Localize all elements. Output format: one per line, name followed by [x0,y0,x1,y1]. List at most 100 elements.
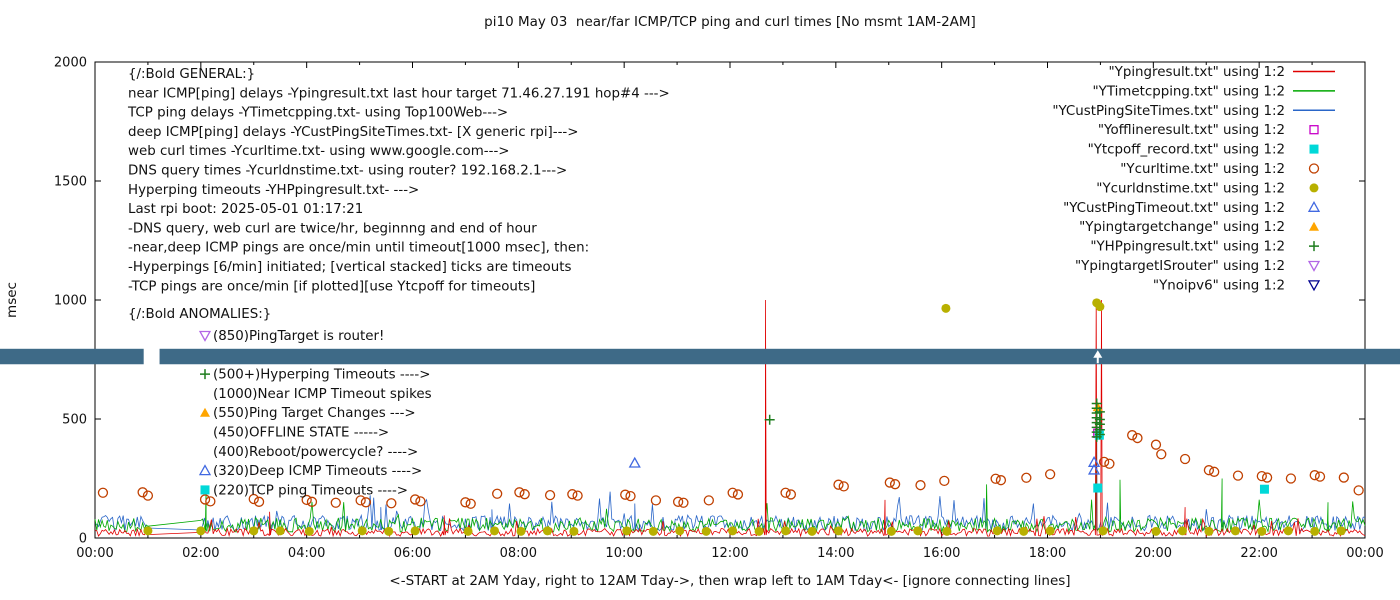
marker-plus-icon [200,369,210,380]
marker-circle-open-icon [995,475,1007,486]
marker-plus-icon [1309,241,1319,252]
marker-circle-filled-icon [196,526,206,536]
marker-circle-open-icon [519,489,530,500]
anomaly-line: (850)PingTarget is router! [213,329,384,344]
marker-circle-open-icon [672,496,684,507]
marker-circle-open-icon [1338,472,1349,483]
general-annotation-line: -Hyperpings [6/min] initiated; [vertical… [128,260,571,275]
marker-circle-open-icon [199,494,211,505]
marker-circle-open-icon [833,479,844,490]
legend-label: "YpingtargetISrouter" using 1:2 [1075,259,1285,274]
marker-circle-open-icon [1309,470,1320,481]
x-tick-label: 16:00 [923,546,960,561]
marker-circle-open-icon [1044,469,1056,480]
marker-circle-open-icon [620,489,631,500]
marker-circle-open-icon [1127,430,1138,441]
y-tick-label: 2000 [54,56,87,71]
marker-circle-open-icon [386,498,397,509]
y-tick-label: 1500 [54,175,87,190]
x-tick-label: 20:00 [1135,546,1172,561]
anomaly-line: (220)TCP ping Timeouts ----> [213,483,408,498]
legend-label: "YCustPingSiteTimes.txt" using 1:2 [1052,104,1285,119]
marker-circle-open-icon [1256,470,1267,482]
marker-circle-filled-icon [1019,526,1029,536]
marker-circle-open-icon [1098,456,1110,467]
marker-circle-open-icon [409,494,421,505]
marker-circle-filled-icon [942,526,952,536]
marker-triangle-down-open-icon [1307,280,1321,292]
x-tick-label: 22:00 [1240,546,1277,561]
marker-circle-filled-icon [622,526,632,536]
general-annotation-line: {/:Bold GENERAL:} [128,67,255,82]
marker-circle-open-icon [301,494,312,506]
marker-circle-open-icon [889,479,901,490]
marker-circle-open-icon [330,497,341,508]
series-YCustPingTimeout.txt [628,455,1101,475]
y-axis-label: msec [4,282,20,318]
marker-circle-filled-icon [913,526,923,536]
marker-triangle-up-filled-icon [1309,221,1319,231]
marker-circle-filled-icon [648,526,658,536]
marker-circle-open-icon [1156,449,1167,460]
marker-circle-open-icon [1132,432,1143,444]
marker-circle-open-icon [572,490,583,501]
general-annotation-line: deep ICMP[ping] delays -YCustPingSiteTim… [128,125,579,140]
marker-circle-open-icon [1314,471,1326,482]
marker-circle-open-icon [514,487,525,498]
marker-triangle-up-open-icon [1087,463,1101,475]
anomaly-line: (450)OFFLINE STATE -----> [213,426,389,441]
general-annotation-line: web curl times -Ycurltime.txt- using www… [128,144,510,159]
marker-circle-open-icon [625,490,636,502]
general-annotation-line: near ICMP[ping] delays -Ypingresult.txt … [128,86,670,101]
axes: 00:00 02:00 04:00 06:00 08:00 10:00 12:00 14:00… [54,56,1384,562]
x-tick-label: 02:00 [182,546,219,561]
marker-circle-open-icon [785,489,797,500]
marker-circle-filled-icon [754,526,764,536]
anomaly-line: (320)Deep ICMP Timeouts ----> [213,464,422,479]
up-arrow-icon [1093,350,1103,358]
marker-circle-filled-icon [490,526,500,536]
marker-circle-filled-icon [542,526,552,536]
marker-circle-open-icon [915,480,926,491]
marker-plus-icon [764,414,775,425]
anomaly-line: (1000)Near ICMP Timeout spikes [213,387,432,402]
marker-circle-open-icon [1261,472,1273,483]
legend-label: "Ytcpoff_record.txt" using 1:2 [1088,143,1285,158]
marker-circle-filled-icon [1095,302,1105,312]
marker-circle-filled-icon [143,526,153,536]
marker-circle-filled-icon [463,526,473,536]
marker-square-filled-icon [1093,483,1103,493]
marker-circle-open-icon [1179,453,1191,465]
marker-triangle-up-filled-icon [200,407,210,417]
marker-circle-open-icon [142,490,154,501]
marker-circle-open-icon [137,487,148,498]
x-tick-label: 12:00 [711,546,748,561]
marker-circle-open-icon [678,497,689,508]
marker-circle-filled-icon [249,526,259,536]
marker-circle-open-icon [732,489,744,500]
legend: "Ypingresult.txt" using 1:2 "YTimetcpping… [1052,65,1335,293]
plot-area: 00:00 02:00 04:00 06:00 08:00 10:00 12:00 14:00… [0,56,1400,562]
marker-circle-filled-icon [275,526,285,536]
marker-circle-open-icon [355,495,366,506]
marker-circle-filled-icon [1257,526,1267,536]
marker-triangle-up-open-icon [198,464,212,476]
x-tick-label: 10:00 [605,546,642,561]
marker-circle-filled-icon [1283,526,1293,536]
marker-circle-filled-icon [992,526,1002,536]
noipv6-band [0,348,1400,365]
marker-circle-open-icon [544,490,556,501]
marker-circle-filled-icon [357,526,367,536]
series-Ycurltime.txt [97,430,1364,509]
y-tick-label: 1000 [54,294,87,309]
general-annotation-line: -near,deep ICMP pings are once/min until… [128,241,589,256]
marker-circle-filled-icon [1151,526,1161,536]
marker-square-filled-icon [1259,484,1269,494]
marker-circle-open-icon [465,498,476,509]
marker-circle-filled-icon [384,526,394,536]
marker-circle-filled-icon [728,526,738,536]
legend-label: "YCustPingTimeout.txt" using 1:2 [1063,201,1285,216]
marker-circle-filled-icon [516,526,526,536]
general-annotation-line: -TCP pings are once/min [if plotted][use… [128,279,535,294]
